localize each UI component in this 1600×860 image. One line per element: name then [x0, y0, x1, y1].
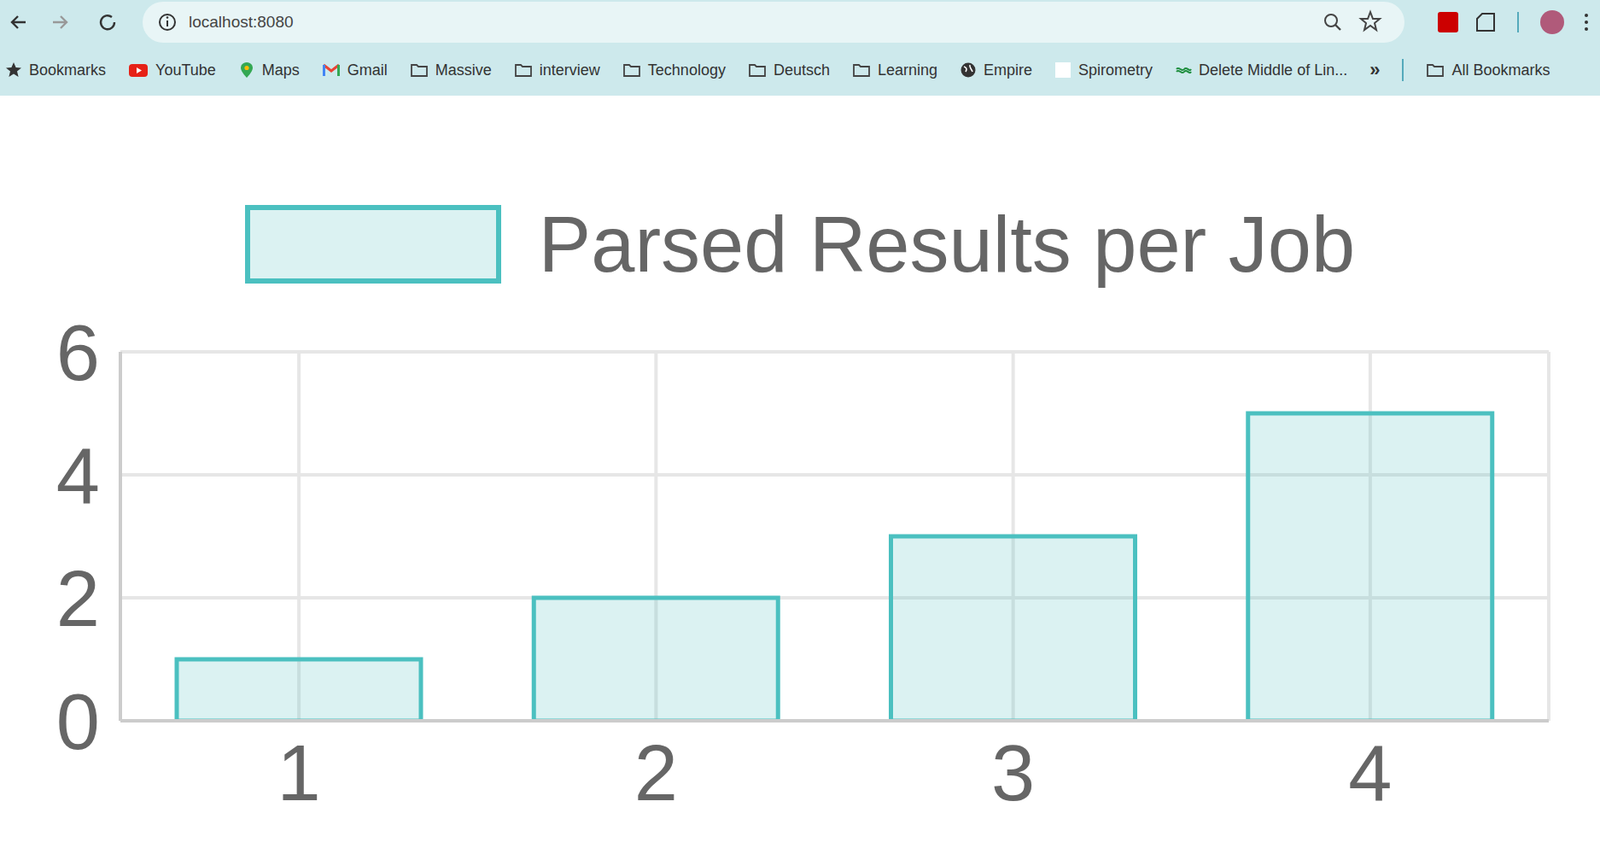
- svg-text:1: 1: [277, 729, 322, 817]
- html-text:Spirometry: Spirometry: [1078, 61, 1153, 79]
- html-text:Delete Middle of Lin...: Delete Middle of Lin...: [1198, 61, 1348, 79]
- html-text:YouTube: YouTube: [155, 61, 216, 79]
- html-text:interview: interview: [539, 61, 601, 79]
- svg-text:2: 2: [634, 729, 678, 817]
- html-text:Parsed Results per Job: Parsed Results per Job: [538, 200, 1356, 288]
- html-text:localhost:8080: localhost:8080: [188, 12, 294, 31]
- svg-text:3: 3: [991, 729, 1035, 817]
- html-text:Technology: Technology: [647, 61, 726, 79]
- svg-text:6: 6: [56, 309, 100, 397]
- html-text:Gmail: Gmail: [347, 61, 388, 79]
- html-text:All Bookmarks: All Bookmarks: [1451, 61, 1551, 79]
- html-text:Deutsch: Deutsch: [773, 61, 830, 79]
- svg-text:0: 0: [56, 677, 100, 765]
- html-text:Massive: Massive: [435, 61, 492, 79]
- svg-text:4: 4: [56, 432, 100, 520]
- html-text:Empire: Empire: [983, 61, 1033, 79]
- html-text:Maps: Maps: [261, 61, 300, 79]
- svg-text:4: 4: [1348, 729, 1392, 817]
- html-text:Learning: Learning: [877, 61, 938, 79]
- svg-text:2: 2: [56, 554, 100, 643]
- html-text:Bookmarks: Bookmarks: [29, 61, 106, 79]
